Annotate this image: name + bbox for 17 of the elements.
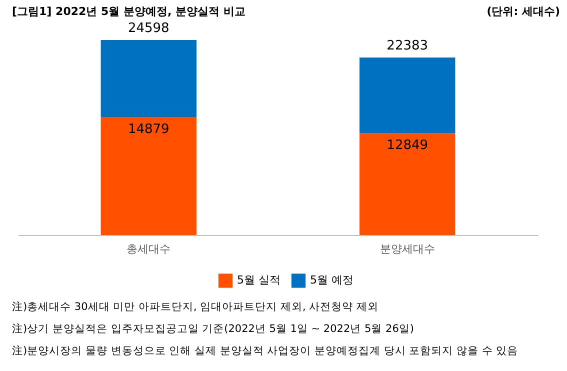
text: 注)분양시장의 물량 변동성으로 인해 실제 분양실적 사업장이 분양예정집계 당시 포함되지 않을 수 있음 [12, 344, 518, 357]
bar [359, 58, 456, 134]
total-label: 24598 [128, 21, 170, 36]
data-label: 14879 [128, 122, 170, 138]
chart-title: [그림1] 2022년 5월 분양예정, 분양실적 비교 [12, 5, 246, 18]
x-tick-label: 총세대수 [126, 242, 171, 256]
text: 注)총세대수 30세대 미만 아파트단지, 임대아파트단지 제외, 사전청약 제외 [12, 300, 378, 313]
x-tick-label: 분양세대수 [380, 242, 435, 256]
text: 注)상기 분양실적은 입주자모집공고일 기준(2022년 5월 1일 ~ 2022년 5월 26일) [12, 322, 414, 335]
bar [359, 133, 456, 235]
text: (단위: 세대수) [486, 5, 560, 18]
data-label: 12849 [386, 138, 428, 154]
bar [100, 40, 197, 118]
total-label: 22383 [386, 38, 428, 54]
legend-label: 5월 실적 [237, 274, 280, 287]
bar [100, 117, 197, 235]
legend-label: 5월 예정 [310, 274, 354, 287]
